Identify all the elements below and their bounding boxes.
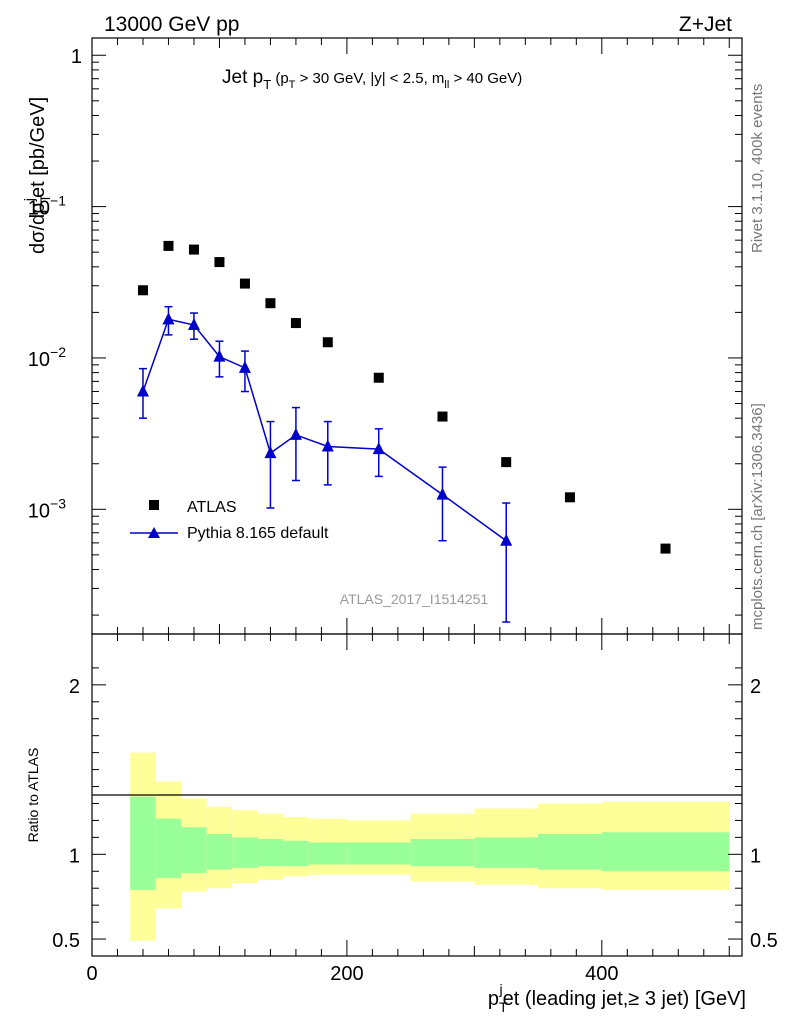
top-y-tick-label: 1 [71,46,82,68]
ratio-band-inner [155,818,182,879]
ratio-band-inner [283,840,309,867]
x-tick-label: 400 [585,963,618,985]
ratio-band-inner [601,832,730,872]
atlas-point [437,411,448,422]
ratio-band-inner [308,842,347,865]
mc-point [238,360,251,373]
ratio-band-inner [346,842,411,865]
top-y-tick-label: 10−2 [28,344,66,371]
bottom-panel-frame [91,633,743,957]
ratio-band-inner [538,833,602,870]
x-axis-label: pTjet (leading jet,≥ 3 jet) [GeV] [488,981,746,1015]
plot-title: Jet pT (pT > 30 GeV, |y| < 2.5, mll > 40… [222,67,522,92]
top-y-tick-label: 10−1 [28,193,66,220]
bottom-y-tick-label-right: 1 [750,845,761,867]
top-panel-ticks: 1 10−1 10−2 10−3 [28,38,742,634]
legend-atlas-marker [149,500,159,510]
mc-point [187,318,200,331]
legend-mc-label: Pythia 8.165 default [187,525,329,542]
bottom-y-tick-label-right: 2 [750,676,761,698]
atlas-point [214,257,225,268]
bottom-y-axis-label: Ratio to ATLAS [25,748,41,843]
atlas-point [373,372,384,383]
bottom-y-tick-label: 2 [69,676,80,698]
x-tick-label: 0 [86,963,97,985]
rivet-label: Rivet 3.1.10, 400k events [749,84,766,253]
top-panel-frame [91,37,743,635]
ratio-band-inner [130,796,156,890]
atlas-point [501,457,512,468]
legend-atlas-label: ATLAS [187,499,237,516]
header-final-state: Z+Jet [679,13,732,36]
ratio-band-inner [232,837,258,868]
ratio-band-inner [257,839,284,867]
bottom-panel-ticks: 0 200 400 0.5 0.5 1 1 2 2 [52,634,778,985]
top-y-tick-label: 10−3 [28,495,66,522]
ratio-band-inner [181,827,207,873]
bottom-y-tick-label-right: 0.5 [750,930,778,952]
atlas-point [322,337,333,348]
bottom-y-tick-label: 1 [69,845,80,867]
mc-point [136,384,149,397]
mc-point [372,442,385,455]
mc-point [162,312,175,325]
x-tick-label: 200 [330,963,363,985]
mc-point [500,533,513,546]
ratio-bands [130,752,730,941]
atlas-point [564,492,575,503]
ratio-band-inner [410,839,475,867]
atlas-point [188,244,199,255]
atlas-point [660,543,671,554]
mc-point [289,427,302,440]
mc-point [264,446,277,459]
ratio-band-inner [474,837,539,868]
analysis-label: ATLAS_2017_I1514251 [340,591,489,607]
header-process: 13000 GeV pp [104,13,239,36]
legend-mc-marker [148,527,160,538]
atlas-point [239,278,250,289]
atlas-point [265,298,276,309]
mcplots-label: mcplots.cern.ch [arXiv:1306.3436] [749,403,766,630]
atlas-point [137,285,148,296]
mc-point [213,349,226,362]
atlas-point [290,318,301,329]
top-y-axis-label: dσ/dpTjet [pb/GeV] [21,97,53,254]
mc-point [436,487,449,500]
ratio-band-inner [206,833,233,870]
atlas-point [163,240,174,251]
bottom-y-tick-label: 0.5 [52,930,80,952]
top-panel-marks [136,240,671,623]
mc-point [321,439,334,452]
